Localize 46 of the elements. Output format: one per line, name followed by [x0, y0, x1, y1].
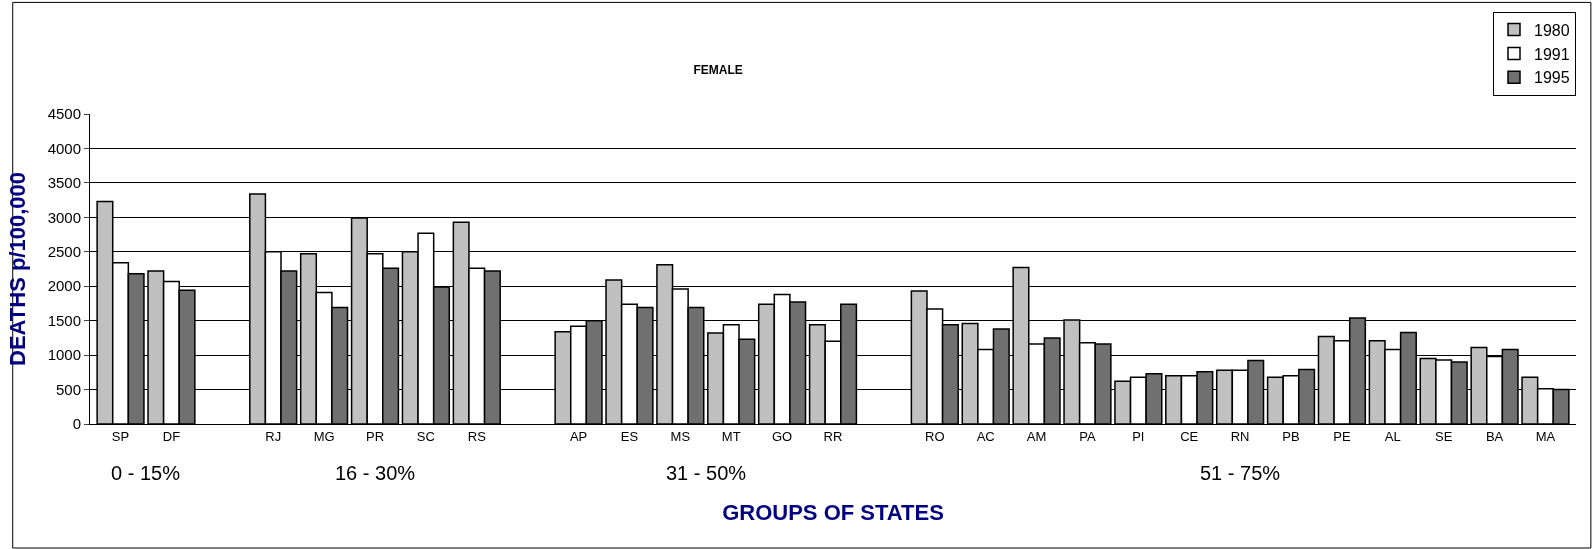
x-tick-label: DF [162, 428, 181, 444]
legend-label: 1995 [1534, 69, 1570, 87]
x-tick-label: RN [1230, 428, 1250, 444]
x-tick-label: GO [771, 428, 793, 444]
y-tick-label: 1000 [47, 346, 81, 364]
x-tick-label: MA [1535, 428, 1556, 444]
x-tick-label: RJ [265, 428, 282, 444]
x-tick-label: PA [1079, 428, 1096, 444]
y-tick-label: 500 [55, 380, 81, 398]
y-tick-label: 4000 [47, 139, 81, 157]
x-tick-label: MS [670, 428, 691, 444]
x-tick-label: RO [925, 428, 945, 444]
y-tick-label: 1500 [47, 311, 81, 329]
text: 51 - 75% [1200, 462, 1281, 484]
x-tick-label: AL [1384, 428, 1401, 444]
y-tick-label: 2500 [47, 243, 81, 261]
x-tick-label: AP [569, 428, 588, 444]
x-tick-label: PI [1132, 428, 1145, 444]
text: 0 - 15% [111, 462, 181, 484]
x-tick-label: RS [467, 428, 487, 444]
x-tick-label: BA [1485, 428, 1504, 444]
x-tick-label: AM [1026, 428, 1047, 444]
x-tick-label: RR [823, 428, 843, 444]
x-tick-label: MT [721, 428, 741, 444]
x-tick-label: MG [313, 428, 335, 444]
x-tick-label: PE [1333, 428, 1351, 444]
x-tick-label: AC [976, 428, 995, 444]
y-tick-label: 2000 [47, 277, 81, 295]
x-tick-label: PR [365, 428, 385, 444]
text: 31 - 50% [666, 462, 747, 484]
y-axis-title: DEATHS p/100,000 [5, 171, 31, 367]
text: 16 - 30% [335, 462, 416, 484]
x-axis-title: GROUPS OF STATES [722, 500, 944, 526]
legend-label: 1980 [1534, 21, 1570, 39]
x-tick-label: SP [111, 428, 130, 444]
y-tick-label: 3000 [47, 208, 81, 226]
x-tick-label: ES [620, 428, 639, 444]
x-tick-label: SE [1435, 428, 1453, 444]
chart-title: FEMALE [693, 63, 743, 78]
y-tick-label: 0 [72, 415, 81, 433]
y-tick-label: 4500 [47, 105, 81, 123]
x-tick-label: PB [1282, 428, 1300, 444]
x-tick-label: SC [416, 428, 435, 444]
y-tick-label: 3500 [47, 174, 81, 192]
x-tick-label: CE [1180, 428, 1199, 444]
legend-label: 1991 [1534, 45, 1570, 63]
